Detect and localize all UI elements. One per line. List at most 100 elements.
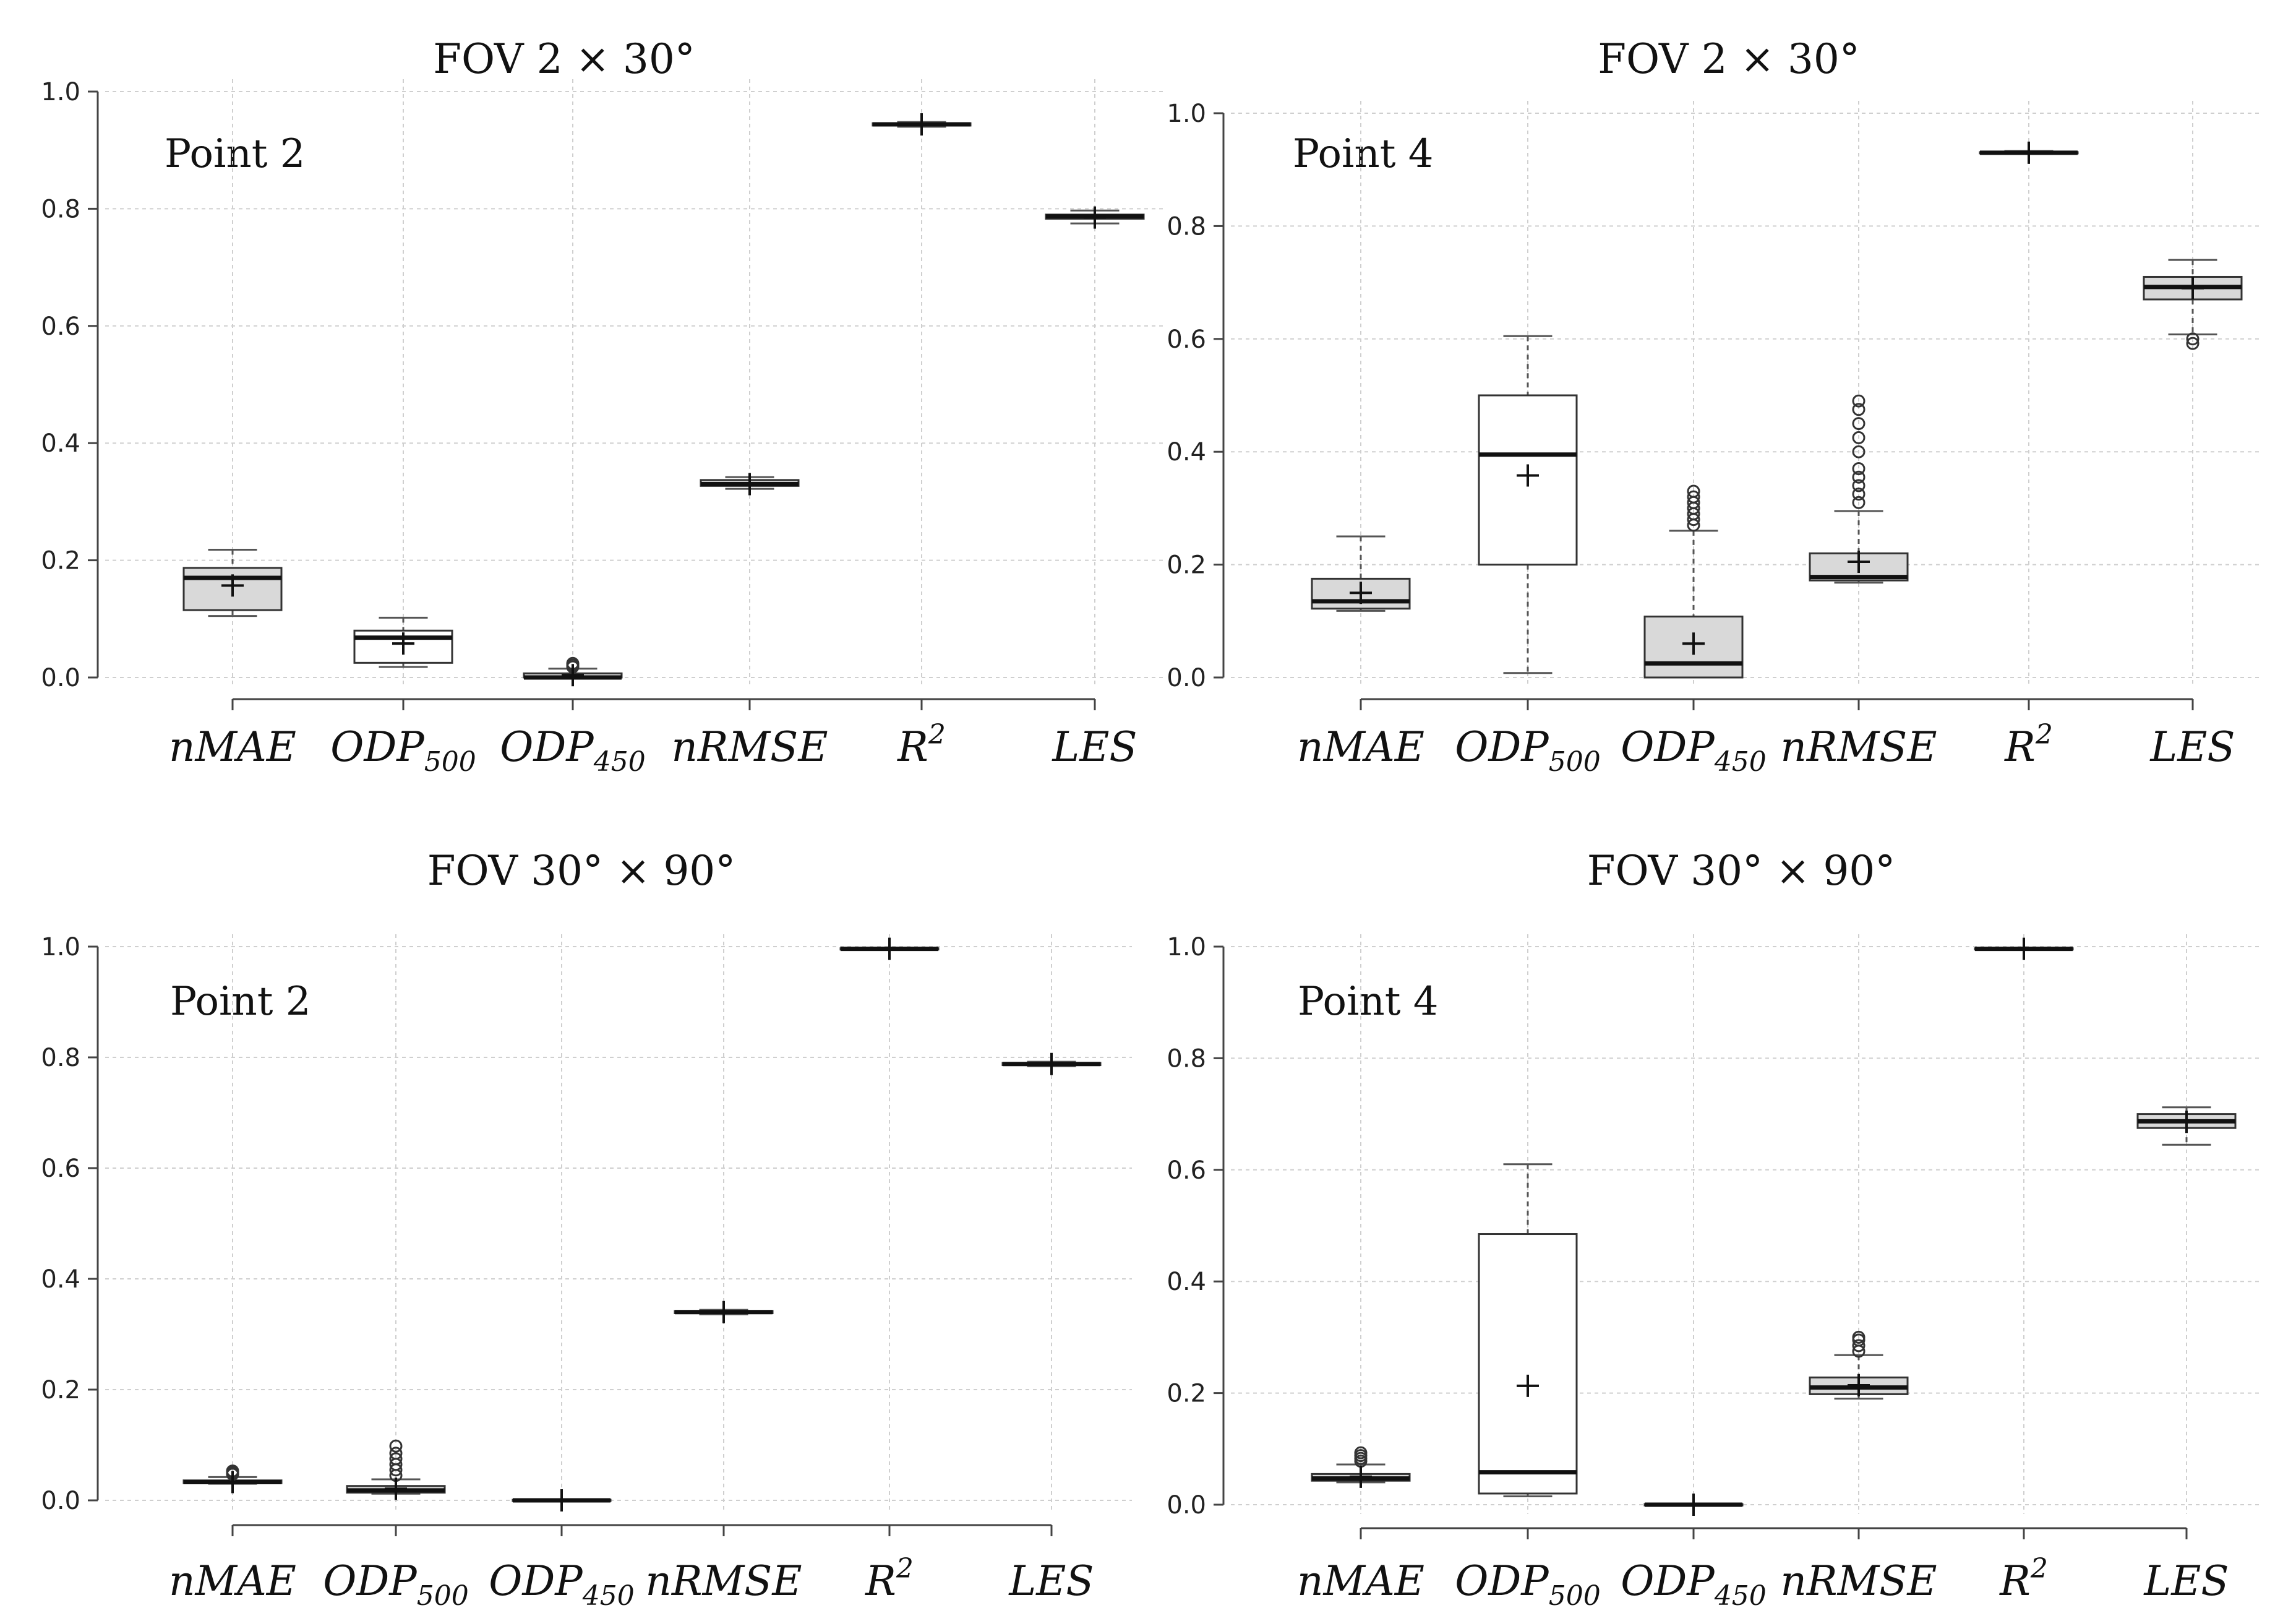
box-nrmse	[674, 1301, 774, 1323]
mean-marker	[1848, 1374, 1870, 1396]
y-tick-label: 0.2	[41, 547, 80, 575]
y-tick-label: 0.6	[1167, 1156, 1206, 1185]
box-nmae	[1311, 535, 1411, 612]
x-tick-label: ODP500	[1455, 1557, 1600, 1612]
outlier-point	[1354, 1446, 1368, 1460]
mean-marker	[1040, 1052, 1063, 1075]
outlier-point	[2186, 332, 2200, 346]
mean-marker	[1517, 1374, 1539, 1397]
x-tick-label: nMAE	[169, 723, 296, 771]
mean-marker	[1350, 582, 1372, 604]
panel-label: Point 2	[165, 131, 305, 177]
y-tick-label: 0.8	[41, 195, 80, 223]
panel-fov-2x30-point-4: FOV 2 × 30° Point 4 0.0 0.2 0.4 0.6 0.8 1.0 nM…	[1167, 35, 2261, 778]
y-tick-label: 0.0	[41, 664, 80, 692]
y-tick-label: 0.4	[1167, 438, 1206, 467]
outlier-point	[1852, 445, 1866, 458]
outlier-point	[1852, 470, 1866, 484]
y-tick-label: 0.0	[1167, 1491, 1206, 1520]
mean-marker	[2013, 937, 2035, 960]
x-tick-label: R2	[1999, 1553, 2048, 1605]
panel-label: Point 4	[1293, 131, 1433, 177]
mean-marker	[713, 1301, 735, 1323]
box-odp450	[512, 1489, 612, 1511]
panel-label: Point 4	[1298, 979, 1438, 1025]
box-nrmse	[1809, 1330, 1909, 1400]
outlier-point	[1852, 479, 1866, 492]
panel-title: FOV 30° × 90°	[427, 847, 736, 895]
y-tick-label: 1.0	[1167, 100, 1206, 128]
box-odp500	[1478, 1163, 1578, 1497]
x-tick-label: ODP450	[500, 723, 645, 778]
box-odp500	[353, 616, 453, 668]
x-tick-label: ODP500	[330, 723, 476, 778]
box-r	[839, 937, 940, 960]
outlier-point	[1852, 417, 1866, 431]
outlier-point	[1852, 496, 1866, 509]
box-iqr	[1478, 1233, 1578, 1495]
x-tick-label: ODP450	[489, 1557, 634, 1612]
y-tick-label: 1.0	[41, 933, 80, 961]
box-odp500	[346, 1439, 446, 1500]
outlier-point	[1852, 1339, 1866, 1352]
x-tick-label: nMAE	[169, 1557, 296, 1605]
x-tick-label: nRMSE	[1780, 723, 1937, 771]
box-nmae	[182, 549, 283, 617]
y-tick-label: 0.0	[1167, 664, 1206, 692]
x-tick-label: ODP500	[1455, 723, 1600, 778]
mean-marker	[1084, 206, 1106, 229]
panel-title: FOV 30° × 90°	[1587, 847, 1896, 895]
y-tick-label: 0.4	[41, 429, 80, 458]
mean-marker	[550, 1489, 573, 1511]
mean-marker	[2018, 141, 2040, 164]
panel-fov-30x90-point-2: FOV 30° × 90° Point 2 0.0 0.2 0.4 0.6 0.8 1.0…	[41, 847, 1132, 1612]
outlier-point	[1852, 488, 1866, 501]
mean-marker	[1517, 464, 1539, 487]
mean-marker	[1682, 1494, 1705, 1516]
outlier-point	[389, 1439, 403, 1453]
mean-marker	[1682, 632, 1705, 655]
mean-marker	[1848, 551, 1870, 574]
outlier-point	[1852, 431, 1866, 444]
mean-marker	[221, 574, 244, 597]
x-tick-label: R2	[897, 719, 946, 771]
box-nmae	[182, 1464, 283, 1494]
mean-marker	[910, 113, 933, 136]
x-tick-label: ODP450	[1621, 723, 1766, 778]
panel-title: FOV 2 × 30°	[433, 35, 695, 83]
y-tick-label: 0.0	[41, 1487, 80, 1515]
outlier-point	[389, 1452, 403, 1466]
outlier-point	[1687, 484, 1700, 498]
y-tick-label: 0.6	[1167, 325, 1206, 354]
box-odp450	[1643, 484, 1744, 679]
x-tick-label: nRMSE	[671, 723, 828, 771]
outlier-point	[1852, 394, 1866, 408]
panel-title: FOV 2 × 30°	[1598, 35, 1860, 83]
y-tick-label: 0.6	[41, 312, 80, 341]
x-tick-label: LES	[1008, 1557, 1094, 1605]
box-odp450	[523, 656, 623, 687]
outlier-point	[389, 1447, 403, 1460]
x-tick-label: ODP500	[323, 1557, 468, 1612]
box-odp450	[1643, 1494, 1744, 1516]
x-tick-label: nMAE	[1297, 1557, 1424, 1605]
mean-marker	[221, 1471, 244, 1494]
box-les	[1001, 1052, 1102, 1075]
panel-label: Point 2	[170, 979, 311, 1025]
y-tick-label: 0.8	[41, 1044, 80, 1072]
box-r	[872, 113, 972, 136]
mean-marker	[562, 664, 584, 687]
box-nrmse	[1809, 394, 1909, 584]
outlier-point	[1687, 490, 1700, 504]
y-tick-label: 0.4	[41, 1265, 80, 1294]
box-r	[1974, 937, 2074, 960]
x-tick-label: R2	[865, 1553, 914, 1605]
y-tick-label: 0.6	[41, 1154, 80, 1183]
mean-marker	[2175, 1111, 2198, 1133]
y-tick-label: 0.4	[1167, 1268, 1206, 1296]
box-nrmse	[700, 473, 800, 496]
x-tick-label: nMAE	[1297, 723, 1424, 771]
x-tick-label: LES	[2149, 723, 2235, 771]
x-tick-label: R2	[2004, 719, 2053, 771]
outlier-point	[1852, 403, 1866, 416]
